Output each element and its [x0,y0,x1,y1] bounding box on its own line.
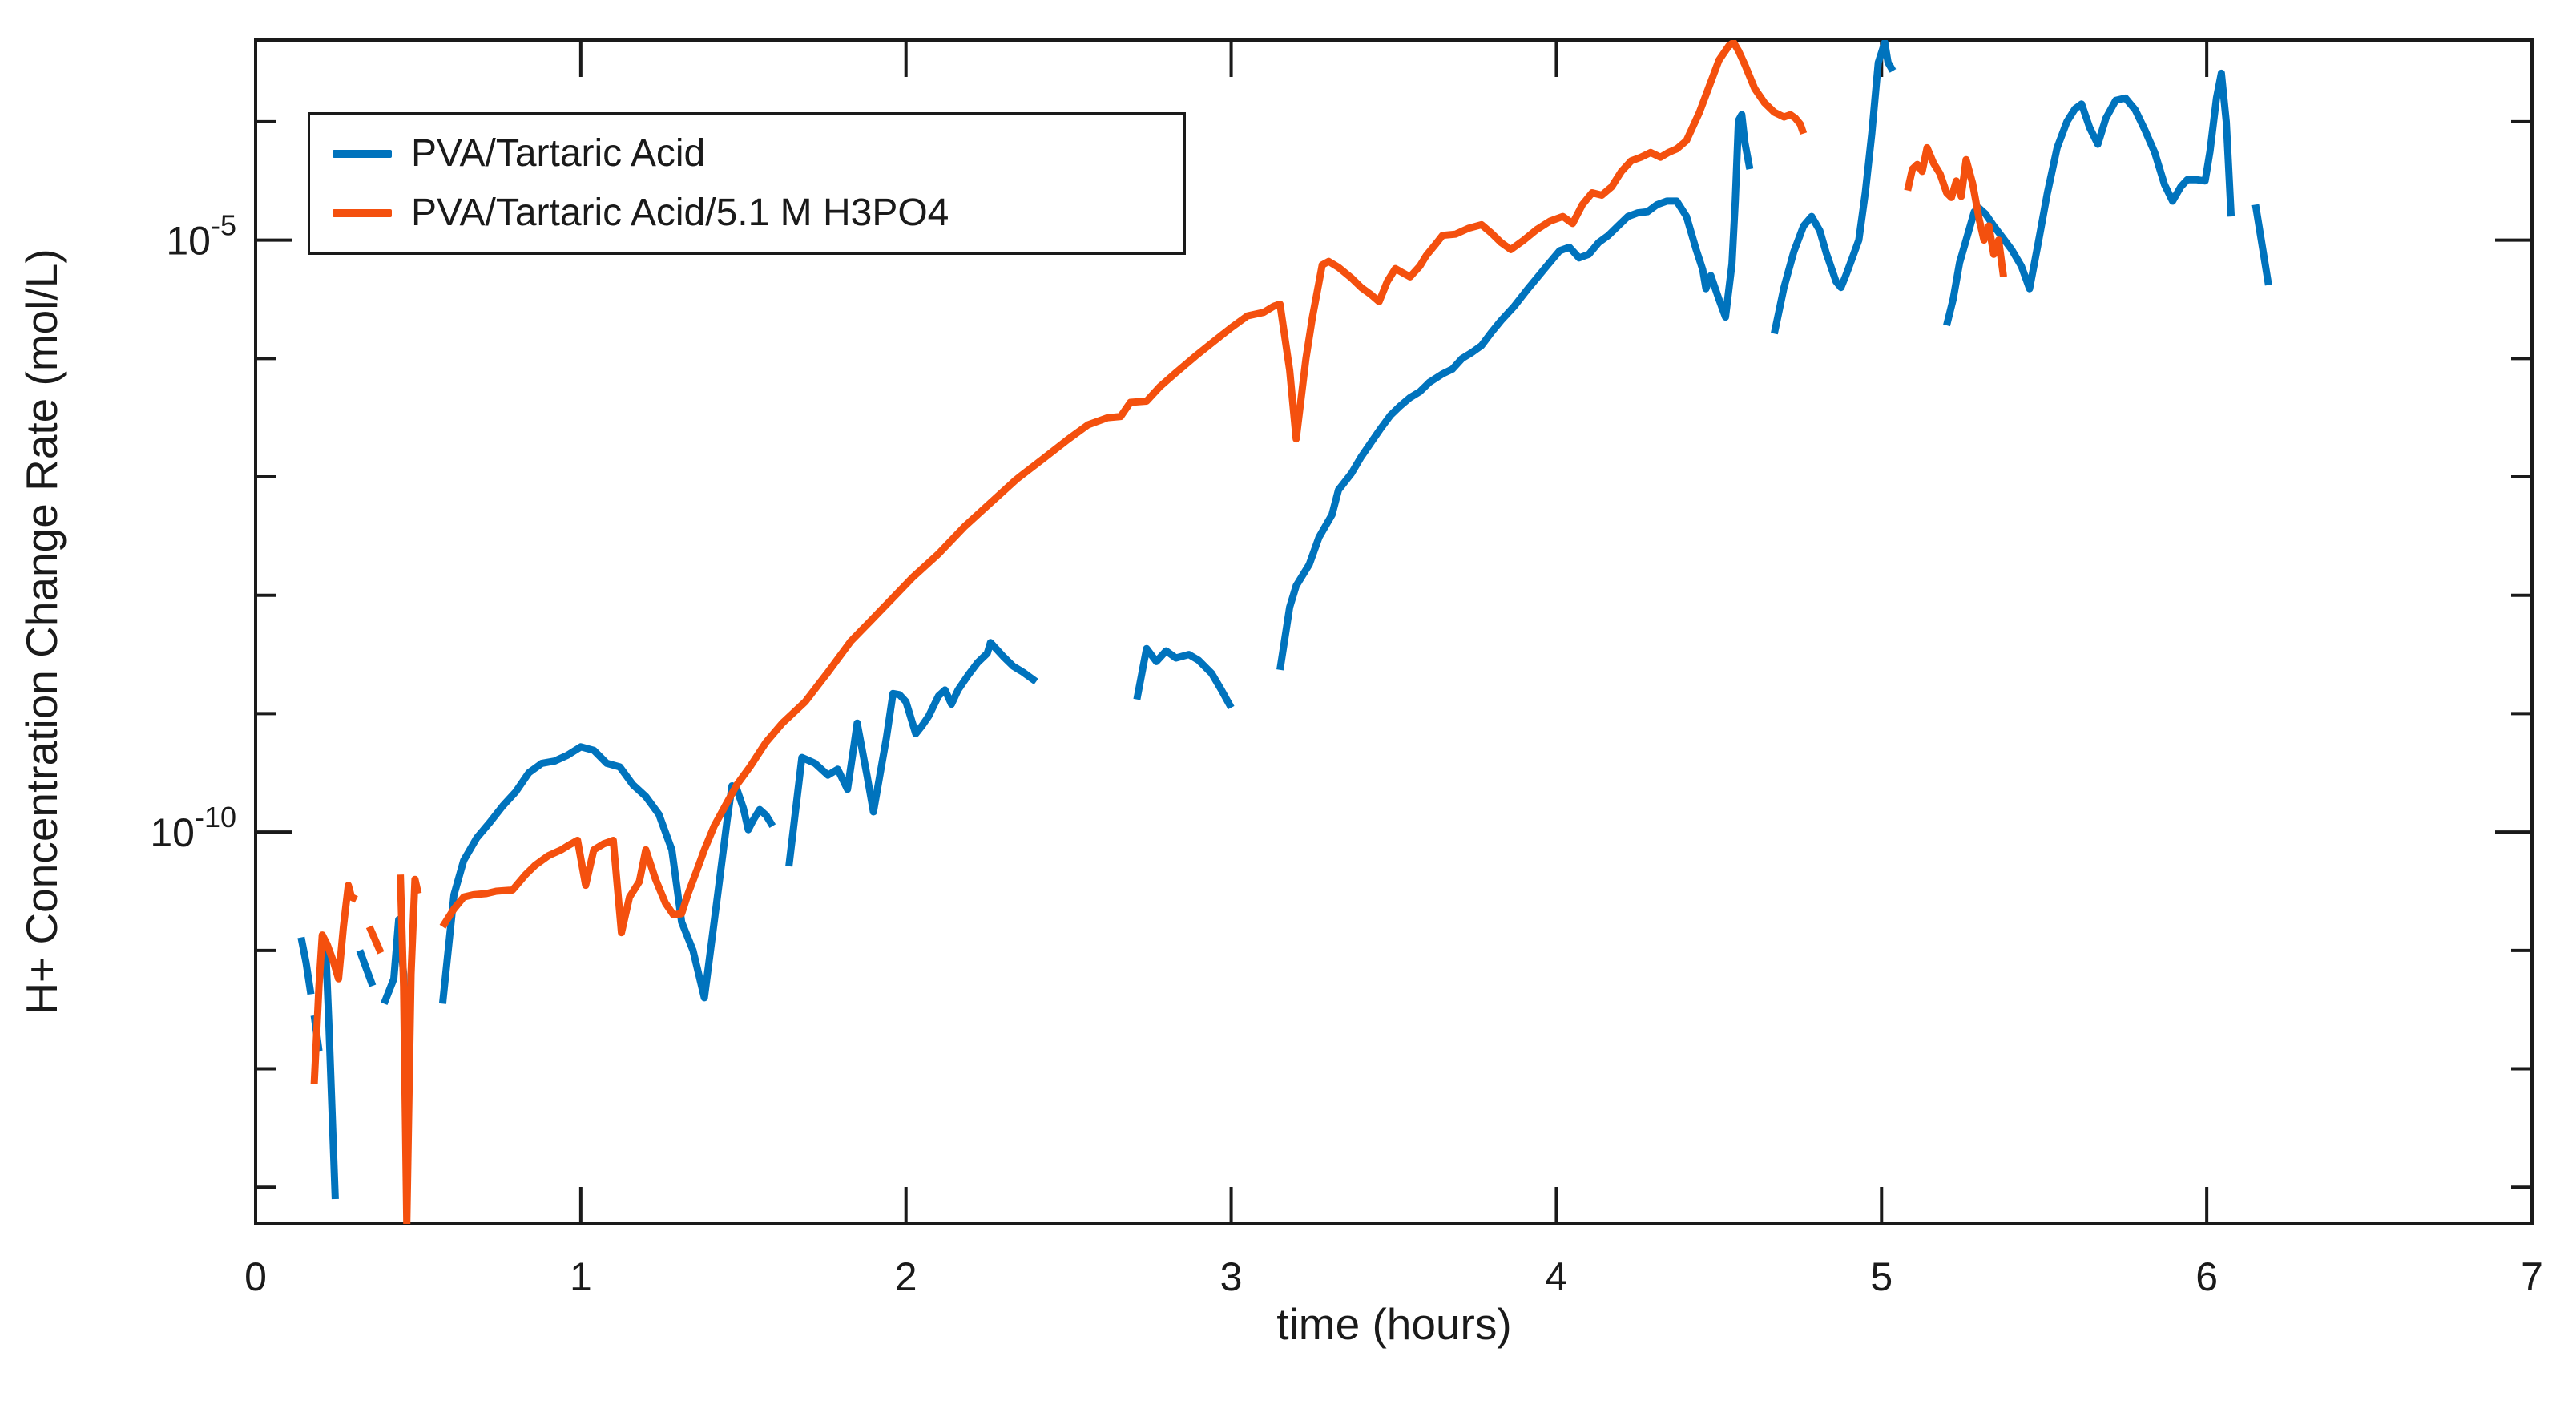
plot-border [254,38,2534,1225]
legend-label: PVA/Tartaric Acid/5.1 M H3PO4 [411,191,949,234]
x-tick-label: 5 [1870,1254,1893,1299]
legend-item-pva-tartaric-h3po4: PVA/Tartaric Acid/5.1 M H3PO4 [310,191,1183,234]
legend-label: PVA/Tartaric Acid [411,132,706,176]
x-tick-label: 0 [244,1254,267,1299]
series-line-pva-tartaric-acid [438,743,776,1004]
x-tick-label: 2 [895,1254,917,1299]
series-line-pva-tartaric-acid [321,944,339,1200]
y-tick-label: 10-10 [150,801,236,855]
series-line-pva-tartaric-acid-h3po4 [439,40,1808,937]
y-tick-label: 10-5 [166,209,236,264]
series-line-pva-tartaric-acid-h3po4 [1904,143,2007,277]
legend-swatch-blue-line [333,150,392,159]
legend-item-pva-tartaric: PVA/Tartaric Acid [310,135,1183,173]
series-line-pva-tartaric-acid [1943,69,2235,327]
series-line-pva-tartaric-acid-h3po4 [310,882,358,1084]
x-tick-label: 7 [2521,1254,2543,1299]
series-line-pva-tartaric-acid [1770,40,1897,335]
series-line-pva-tartaric-acid-h3po4 [397,874,422,1224]
x-tick-label: 3 [1220,1254,1243,1299]
series-group [297,40,2272,1224]
x-axis-label: time (hours) [1276,1299,1512,1349]
legend-box: PVA/Tartaric Acid PVA/Tartaric Acid/5.1 … [308,112,1186,255]
legend-swatch-orange-line [333,208,392,217]
series-line-pva-tartaric-acid [1133,644,1235,710]
series-line-pva-tartaric-acid [297,936,315,995]
series-line-pva-tartaric-acid [2251,204,2272,286]
series-line-pva-tartaric-acid [1276,111,1754,671]
series-line-pva-tartaric-acid [785,639,1038,867]
series-line-pva-tartaric-acid [356,949,377,987]
x-tick-label: 1 [570,1254,592,1299]
y-axis-label: H+ Concentration Change Rate (mol/L) [17,248,67,1015]
series-line-pva-tartaric-acid-h3po4 [365,925,385,955]
x-tick-label: 4 [1546,1254,1568,1299]
x-tick-label: 6 [2195,1254,2218,1299]
